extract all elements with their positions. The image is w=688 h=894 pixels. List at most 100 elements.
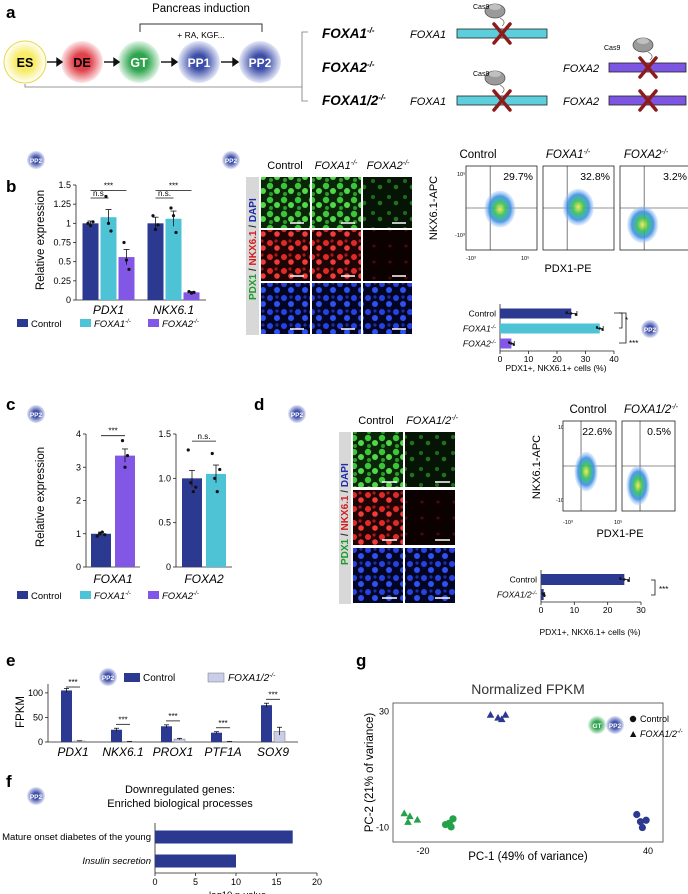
- category-label-nkx61: NKX6.1: [153, 303, 194, 317]
- b-legend-swatch-foxa2: [148, 319, 159, 327]
- g-pca-chart: Normalized FPKM -20 40 -10 30 PC-1 (49% of va…: [364, 681, 664, 863]
- y-tick-label: 0.5: [158, 518, 171, 528]
- bar-nkx61-control: [147, 223, 164, 300]
- f-title-2: Enriched biological processes: [107, 798, 253, 810]
- y-tick-label: 0.5: [58, 257, 71, 267]
- data-point: [189, 291, 194, 295]
- c-legend-swatch-foxa2: [148, 591, 159, 599]
- micro-b-foxa2-nkx61: [363, 230, 412, 281]
- category-label-ptf1a: PTF1A: [204, 745, 241, 759]
- data-point: [109, 229, 113, 233]
- b-micro-col-foxa1: FOXA1-/-: [315, 160, 358, 172]
- x-tick-label: 40: [609, 354, 619, 364]
- flow-percentage: 0.5%: [647, 426, 671, 438]
- pca-point-pp2-control: [633, 810, 641, 819]
- b-flow-xtick-left: -10³: [466, 256, 476, 262]
- data-point: [88, 224, 93, 228]
- d-flow-col-foxa12: FOXA1/2-/-: [624, 404, 679, 416]
- panel-b: b PP2 Relative expression 0 0.25 0.5 0.75 1 1…: [6, 149, 688, 373]
- x-tick-label: 10: [524, 354, 534, 364]
- y-tick-label: 1.25: [53, 199, 71, 209]
- sig-bracket: [651, 579, 656, 596]
- d-flow-ylabel: NKX6.1-APC: [531, 435, 543, 499]
- d-flow-xlabel: PDX1-PE: [596, 528, 643, 540]
- c-legend-foxa1: FOXA1-/-: [94, 591, 131, 602]
- c-legend: Control FOXA1-/- FOXA2-/-: [17, 591, 199, 602]
- category-label-prox1: PROX1: [153, 745, 194, 759]
- y-tick-label: 3: [76, 462, 81, 472]
- b-flow-xtick-right: 10⁵: [521, 255, 529, 262]
- g-legend-triangle: [630, 731, 637, 737]
- f-go-chart: 0 5 10 15 20 Mature onset diabetes of the you…: [2, 823, 322, 894]
- hbar-category-label: Control: [469, 309, 497, 319]
- y-tick-label: 0: [166, 562, 171, 572]
- pancreas-induction-label: Pancreas induction: [152, 3, 250, 15]
- pancreas-bracket: [139, 23, 263, 32]
- sig-label: ***: [104, 181, 113, 190]
- stage-arrows: [47, 57, 240, 67]
- g-legend-circle: [629, 715, 637, 723]
- y-tick-label: 1: [66, 218, 71, 228]
- hbar-category-label: FOXA1-/-: [463, 324, 496, 334]
- b-flow-xlabel: PDX1-PE: [544, 263, 591, 275]
- data-point: [619, 577, 622, 580]
- data-point: [151, 214, 155, 218]
- flow-density-cloud: [574, 451, 598, 492]
- d-flow-xtick-right: 10⁵: [614, 519, 622, 526]
- pca-point-gt-foxa12: [413, 815, 422, 823]
- x-tick-label: 20: [312, 877, 322, 887]
- b-micro-col-control: Control: [267, 160, 302, 172]
- pca-point-pp2-foxa12: [486, 710, 495, 718]
- bar-pdx1-foxa1: [100, 217, 117, 300]
- micro-d-control-pdx1: [353, 432, 403, 487]
- line-foxa2: FOXA2-/-: [322, 60, 375, 75]
- y-tick-label: 0: [38, 737, 43, 747]
- micro-d-foxa12-nkx61: [405, 490, 455, 545]
- gene2-label-row3: FOXA2: [563, 96, 599, 108]
- bar-pdx1-control: [82, 223, 99, 300]
- data-point: [86, 221, 90, 225]
- pca-point-gt-control: [441, 821, 450, 829]
- pca-ylabel: PC-2 (21% of variance): [364, 713, 376, 833]
- data-point: [124, 258, 129, 262]
- sig-bracket: [619, 312, 623, 329]
- pca-xlabel: PC-1 (49% of variance): [468, 851, 588, 863]
- pca-point-gt-foxa12: [406, 812, 414, 820]
- b-legend: Control FOXA1-/- FOXA2-/-: [17, 319, 199, 330]
- sig-label: ***: [268, 690, 277, 699]
- hbar-foxa1: [500, 323, 600, 334]
- hbar-foxa12: [541, 589, 544, 600]
- pca-point-pp2-foxa12: [497, 715, 506, 723]
- f-title-1: Downregulated genes:: [125, 784, 235, 796]
- data-point: [95, 534, 99, 538]
- lines-bracket: [301, 31, 308, 102]
- d-flow-xtick-left: -10³: [563, 520, 573, 526]
- data-point: [191, 490, 195, 494]
- sig-label: ***: [218, 719, 227, 728]
- data-point: [627, 579, 630, 582]
- y-tick-label: 1.0: [158, 473, 171, 483]
- pp2-badge-b-hbar-label: PP2: [644, 327, 657, 334]
- data-point: [123, 465, 127, 469]
- x-tick-label: 15: [271, 877, 281, 887]
- x-tick-label: 30: [636, 605, 646, 615]
- data-point: [169, 206, 173, 210]
- sig-label: n.s.: [93, 189, 106, 198]
- e-fpkm-chart: 0 50 100 *** PDX1 *** NKX6.1 *** PROX1 *** PTF1A **…: [28, 678, 298, 759]
- g-badge-gt: [588, 716, 606, 734]
- c-foxa1-chart: 0 1 2 3 4 FOXA1 ***: [76, 427, 140, 586]
- bar-foxa2-control: [182, 478, 202, 567]
- pp2-badge-c-label: PP2: [30, 412, 43, 419]
- b-micro-col-foxa2: FOXA2-/-: [367, 160, 410, 172]
- panel-letter-d: d: [254, 395, 264, 414]
- g-legend-control: Control: [640, 714, 669, 724]
- sig-label: ***: [108, 427, 117, 436]
- e-legend-control: Control: [143, 673, 175, 684]
- d-hbar-chart: 0 10 20 30 Control FOXA1/2-/- ***: [497, 570, 668, 615]
- sig-label: ***: [118, 715, 127, 724]
- c-legend-foxa2: FOXA2-/-: [162, 591, 199, 602]
- pp2-badge-d: PP2: [288, 405, 306, 423]
- cas9-icon-1: Cas9: [473, 3, 506, 27]
